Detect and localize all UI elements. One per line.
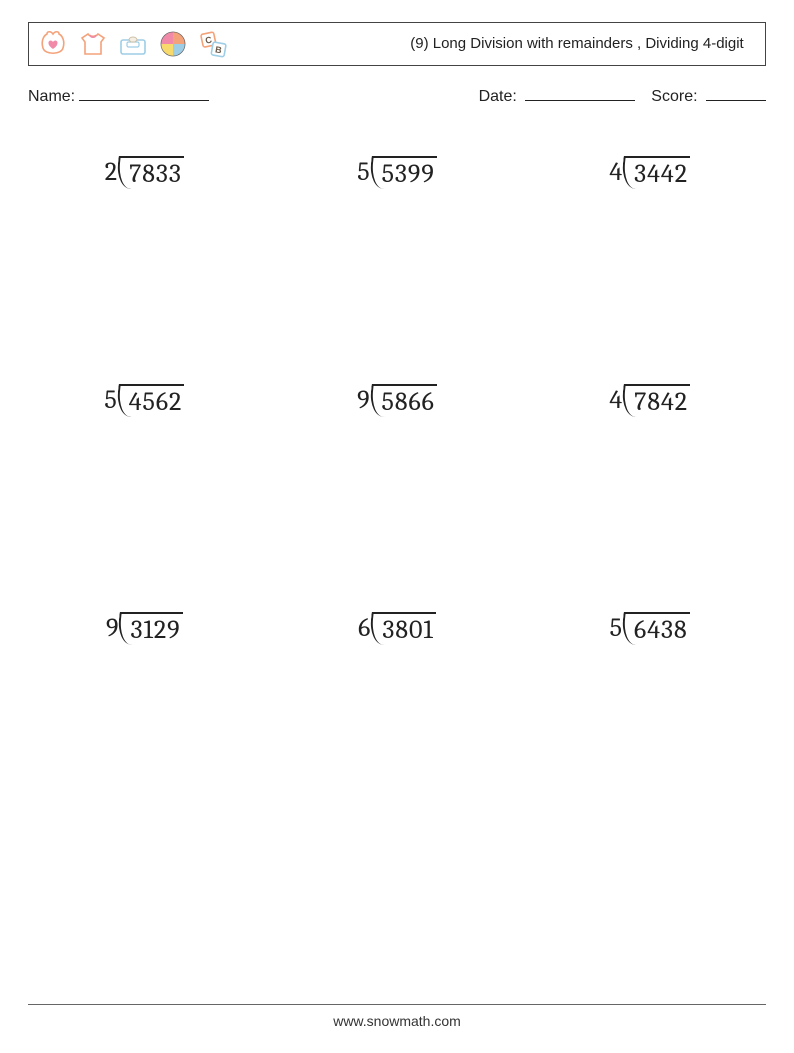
footer: www.snowmath.com: [0, 1004, 794, 1029]
blocks-icon: C B: [197, 28, 229, 60]
problem-cell: 5 4562: [28, 364, 261, 592]
problem-cell: 4 3442: [533, 136, 766, 364]
date-blank[interactable]: [525, 84, 635, 101]
dividend: 3801: [382, 615, 435, 645]
long-division: 2 7833: [105, 156, 184, 187]
ball-icon: [157, 28, 189, 60]
problem-cell: 9 5866: [281, 364, 514, 592]
score-blank[interactable]: [706, 84, 766, 101]
problem-cell: 2 7833: [28, 136, 261, 364]
long-division: 9 3129: [106, 612, 183, 643]
dividend: 7842: [634, 387, 690, 417]
long-division: 5 6438: [610, 612, 690, 643]
long-division: 5 4562: [104, 384, 184, 415]
header-icons: C B: [37, 28, 229, 60]
long-division: 6 3801: [358, 612, 436, 643]
division-bracket: 6438: [624, 612, 690, 643]
problem-cell: 6 3801: [281, 592, 514, 820]
division-bracket: 7842: [624, 384, 690, 415]
dividend: 5399: [382, 159, 437, 189]
problems-grid: 2 7833 5 5399 4 3442: [28, 136, 766, 820]
long-division: 4 7842: [609, 384, 690, 415]
dividend: 5866: [382, 387, 437, 417]
long-division: 4 3442: [609, 156, 690, 187]
dividend: 3442: [634, 159, 690, 189]
footer-rule: [28, 1004, 766, 1005]
long-division: 5 5399: [357, 156, 437, 187]
division-bracket: 5399: [372, 156, 437, 187]
wipes-icon: [117, 28, 149, 60]
problem-cell: 5 6438: [533, 592, 766, 820]
problem-cell: 4 7842: [533, 364, 766, 592]
divisor: 5: [104, 384, 118, 413]
division-bracket: 4562: [119, 384, 185, 415]
dividend: 6438: [634, 615, 690, 645]
meta-row: Name: Date: Score:: [28, 84, 766, 106]
name-label: Name:: [28, 88, 75, 106]
header-bar: C B (9) Long Division with remainders , …: [28, 22, 766, 66]
long-division: 9 5866: [357, 384, 437, 415]
division-bracket: 5866: [372, 384, 437, 415]
divisor: 5: [357, 156, 371, 185]
bib-icon: [37, 28, 69, 60]
date-label: Date:: [479, 88, 517, 105]
shirt-icon: [77, 28, 109, 60]
division-bracket: 3801: [372, 612, 435, 643]
division-bracket: 3442: [624, 156, 690, 187]
problem-cell: 9 3129: [28, 592, 261, 820]
division-bracket: 3129: [120, 612, 182, 643]
dividend: 3129: [130, 615, 182, 645]
name-blank[interactable]: [79, 84, 209, 101]
dividend: 4562: [129, 387, 185, 417]
dividend: 7833: [129, 159, 184, 189]
score-label: Score:: [651, 88, 697, 105]
problem-cell: 5 5399: [281, 136, 514, 364]
divisor: 9: [357, 384, 371, 413]
worksheet-title: (9) Long Division with remainders , Divi…: [397, 35, 757, 54]
worksheet-page: C B (9) Long Division with remainders , …: [0, 0, 794, 1053]
footer-text: www.snowmath.com: [333, 1013, 461, 1029]
division-bracket: 7833: [119, 156, 184, 187]
